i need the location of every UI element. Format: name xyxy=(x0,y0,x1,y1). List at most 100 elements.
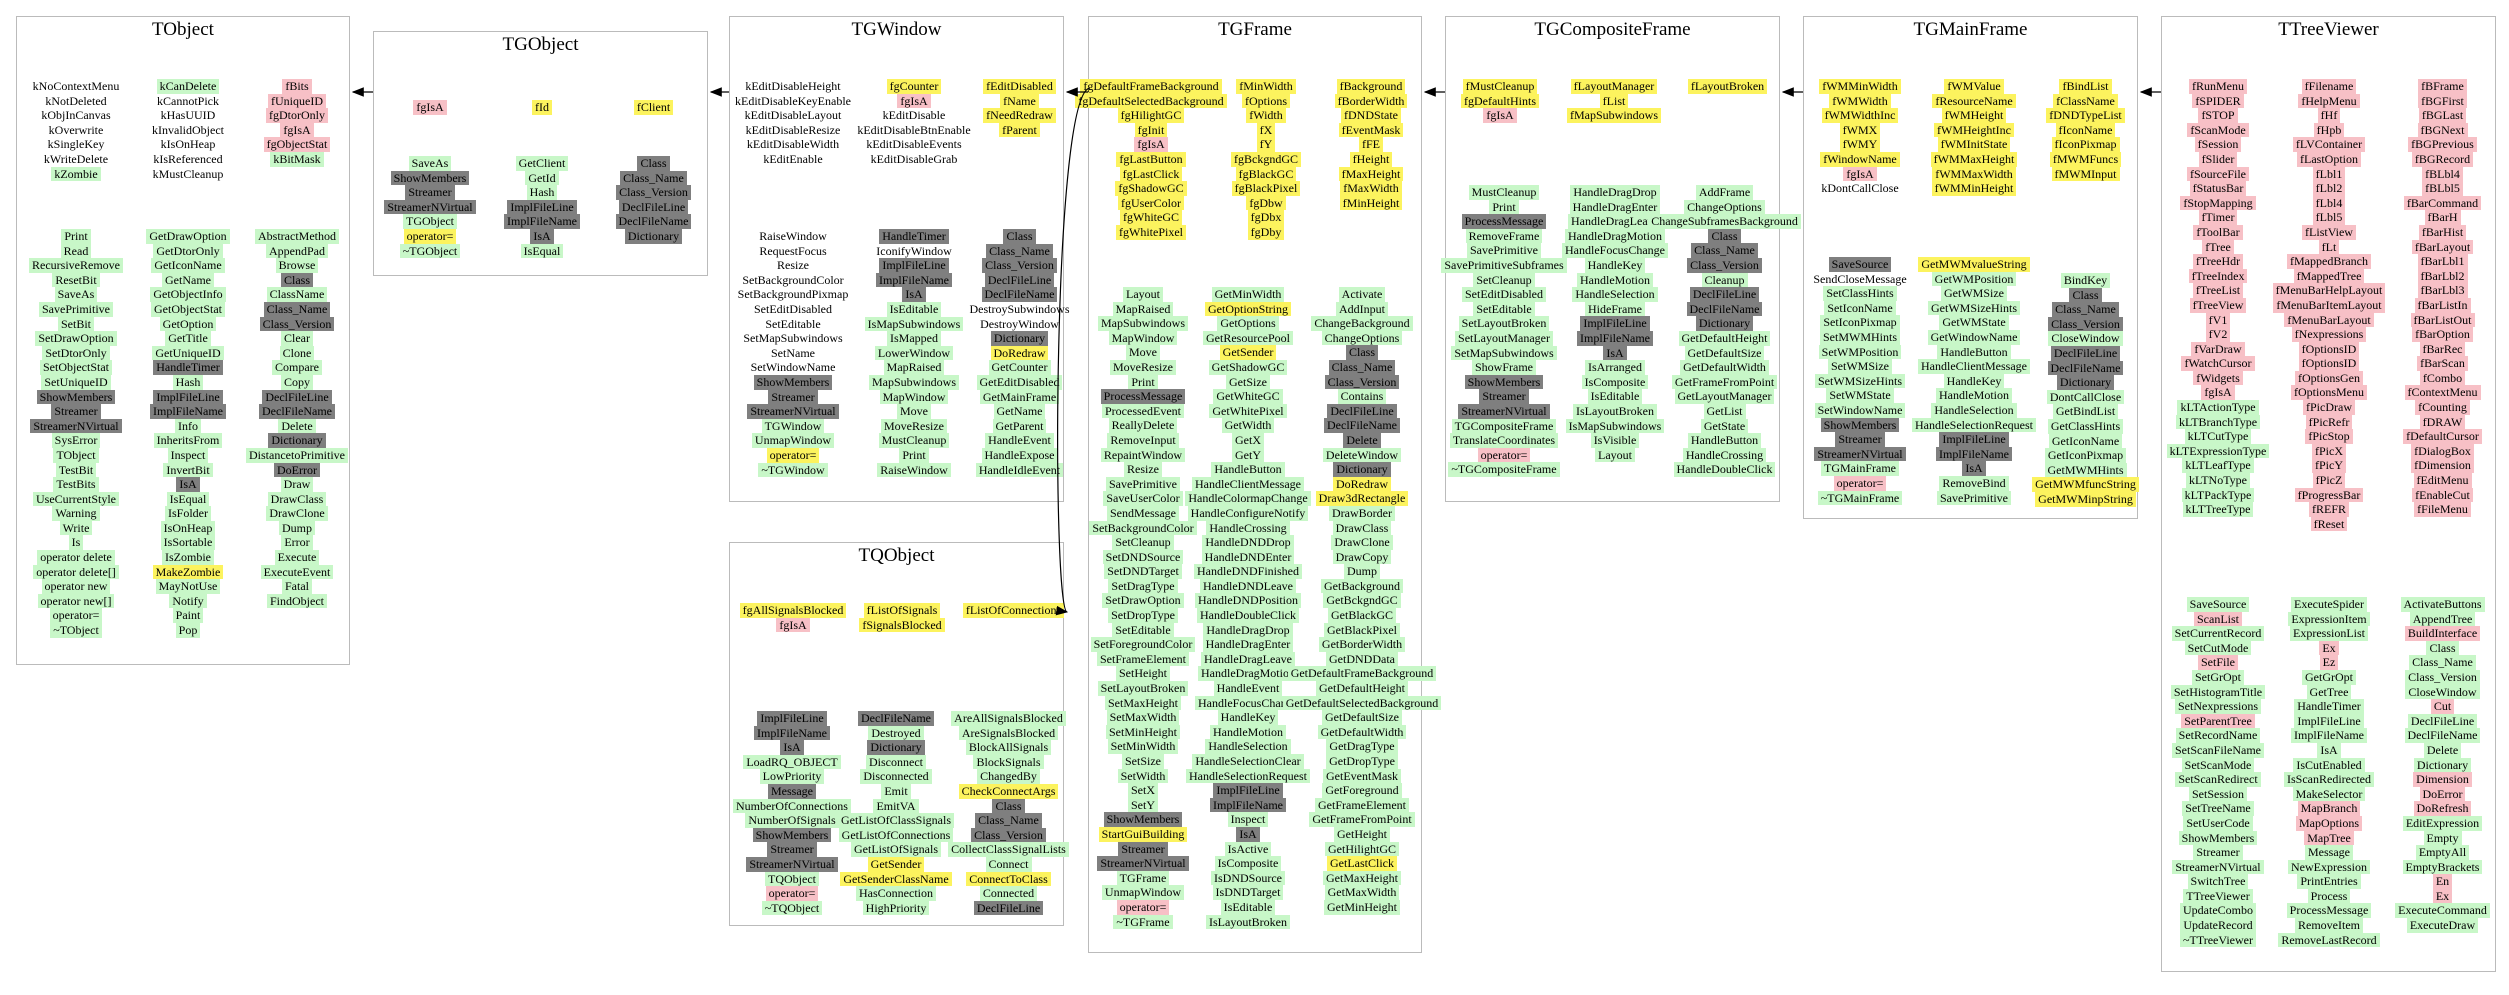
member-item: UpdateCombo xyxy=(2180,903,2256,919)
member-item: fWMWidthInc xyxy=(1821,108,1899,123)
member-item: HandleSelectionRequest xyxy=(1186,768,1310,784)
member-item: SetBackgroundColor xyxy=(1089,520,1197,536)
member-item: fgIsA xyxy=(413,100,447,115)
member-item: fgObjectStat xyxy=(263,137,331,152)
member-item: fEnableCut xyxy=(2412,487,2473,503)
member-item: HandleFocusChange xyxy=(1195,695,1301,711)
member-item: IsA xyxy=(1962,461,1986,476)
member-item: DrawClone xyxy=(266,506,328,521)
member-item: ImplFileName xyxy=(754,725,830,741)
member-item: MapWindow xyxy=(1108,330,1178,346)
member-item: SetWMState xyxy=(1826,388,1894,403)
member-item: LoadRQ_OBJECT xyxy=(743,754,841,770)
member-item: fEditDisabled xyxy=(983,79,1056,94)
member-item: fBarLayout xyxy=(2411,239,2474,255)
member-item: kLTActionType xyxy=(2177,400,2259,415)
member-item: GetGrOpt xyxy=(2302,669,2356,685)
member-item: HandleKey xyxy=(1217,710,1279,725)
member-item: Cut xyxy=(2430,699,2455,714)
member-item: fTree xyxy=(2202,239,2234,255)
member-column: GetDrawOption GetDtorOnly GetIconName GetNa… xyxy=(133,229,243,638)
member-item: DeclFileLine xyxy=(618,199,689,215)
member-item: HandleConfigureNotify xyxy=(1187,505,1309,521)
member-item: fWMWidth xyxy=(1829,93,1891,109)
member-item: RequestFocus xyxy=(759,243,827,258)
member-item: fOptionsMenu xyxy=(2291,385,2367,401)
member-item: IsLayoutBroken xyxy=(1573,403,1657,419)
member-item: kLTPackType xyxy=(2181,487,2255,503)
member-item: GetSize xyxy=(1226,374,1270,390)
member-item: IsMapped xyxy=(887,331,941,346)
member-item: HandleDragDrop xyxy=(1203,622,1293,638)
class-title: TQObject xyxy=(858,545,935,566)
member-item: fIconName xyxy=(2055,122,2116,138)
member-item: ImplFileLine xyxy=(507,199,577,215)
member-item: HandleCrossing xyxy=(1682,447,1767,463)
member-item: kEditDisableHeight xyxy=(745,79,841,93)
member-item: fSlider xyxy=(2198,151,2238,167)
member-item: SetDNDTarget xyxy=(1104,564,1182,579)
member-item: fResourceName xyxy=(1932,93,2016,109)
member-item: HandleSelectionClear xyxy=(1192,754,1304,769)
member-item: BindKey xyxy=(2060,273,2111,288)
member-item: GetId xyxy=(525,170,559,186)
member-item: DrawClone xyxy=(1331,535,1393,550)
member-item: kEditDisableKeyEnable xyxy=(735,93,851,108)
member-item: GetParent xyxy=(992,418,1047,434)
member-item: fgHilightGC xyxy=(1117,108,1185,123)
member-item: Read xyxy=(60,243,92,259)
member-item: GetWMSize xyxy=(1941,286,2007,301)
member-item: Streamer xyxy=(1835,432,1885,447)
member-item: fWMMaxHeight xyxy=(1930,151,2018,167)
member-item: MapWindow xyxy=(879,389,949,405)
member-item: SetHeight xyxy=(1116,666,1170,682)
member-item: ShowMembers xyxy=(1464,374,1544,390)
member-item: DrawCopy xyxy=(1332,549,1392,565)
member-item: HandleClientMessage xyxy=(1918,359,2030,374)
member-item: fMappedTree xyxy=(2293,268,2365,284)
member-item: MapRaised xyxy=(883,360,945,375)
member-item: Class xyxy=(1708,228,1741,244)
member-item: HandleKey xyxy=(1584,257,1646,273)
member-item: fPicDraw xyxy=(2303,400,2355,415)
member-item: fgDtorOnly xyxy=(266,108,328,123)
member-item: GetName xyxy=(162,272,214,288)
member-item: GetDragType xyxy=(1326,739,1398,754)
member-item: fLayoutBroken xyxy=(1687,79,1768,94)
member-item: fSession xyxy=(2194,137,2242,152)
member-item: Error xyxy=(281,535,313,551)
member-item: Ez xyxy=(2319,655,2339,670)
member-item: fLt xyxy=(2318,239,2340,255)
member-item: SetBackgroundColor xyxy=(742,272,844,287)
member-item: fgBlackPixel xyxy=(1231,181,1301,196)
member-item: fHeight xyxy=(1349,151,1393,167)
member-item: GetDefaultHeight xyxy=(1678,330,1771,346)
member-item: fToolBar xyxy=(2193,224,2243,240)
member-item: fPicZ xyxy=(2312,473,2346,488)
member-item: SetCleanup xyxy=(1112,535,1174,550)
member-item: UnmapWindow xyxy=(751,433,835,448)
member-item: Class_Name xyxy=(620,170,687,186)
member-item: HandleFocusChange xyxy=(1562,243,1668,258)
member-item: ShowMembers xyxy=(2178,830,2258,846)
member-item: TGFrame xyxy=(1116,870,1170,886)
member-item: kCannotPick xyxy=(157,93,219,108)
member-item: ActivateButtons xyxy=(2400,597,2485,612)
member-item: HasConnection xyxy=(856,886,936,901)
member-item: fStatusBar xyxy=(2189,181,2247,196)
member-item: HandleSelection xyxy=(1205,739,1291,754)
member-item: ScanList xyxy=(2194,611,2242,627)
member-item: fWMValue xyxy=(1944,79,2004,94)
member-item: fMenuBarItemLayout xyxy=(2273,297,2385,313)
member-item: ShowMembers xyxy=(752,827,832,843)
member-item: Dictionary xyxy=(2413,757,2472,773)
member-item: fgLastButton xyxy=(1116,151,1186,167)
member-item: fListOfSignals xyxy=(863,603,941,618)
member-item: GetMaxWidth xyxy=(1324,885,1400,900)
member-item: operator new xyxy=(41,579,111,594)
member-item: ExecuteEvent xyxy=(260,564,334,580)
member-column: SaveAs ShowMembers Streamer StreamerNVirtua… xyxy=(374,156,486,259)
member-item: fFileMenu xyxy=(2414,502,2471,517)
member-item: UseCurrentStyle xyxy=(33,491,119,507)
